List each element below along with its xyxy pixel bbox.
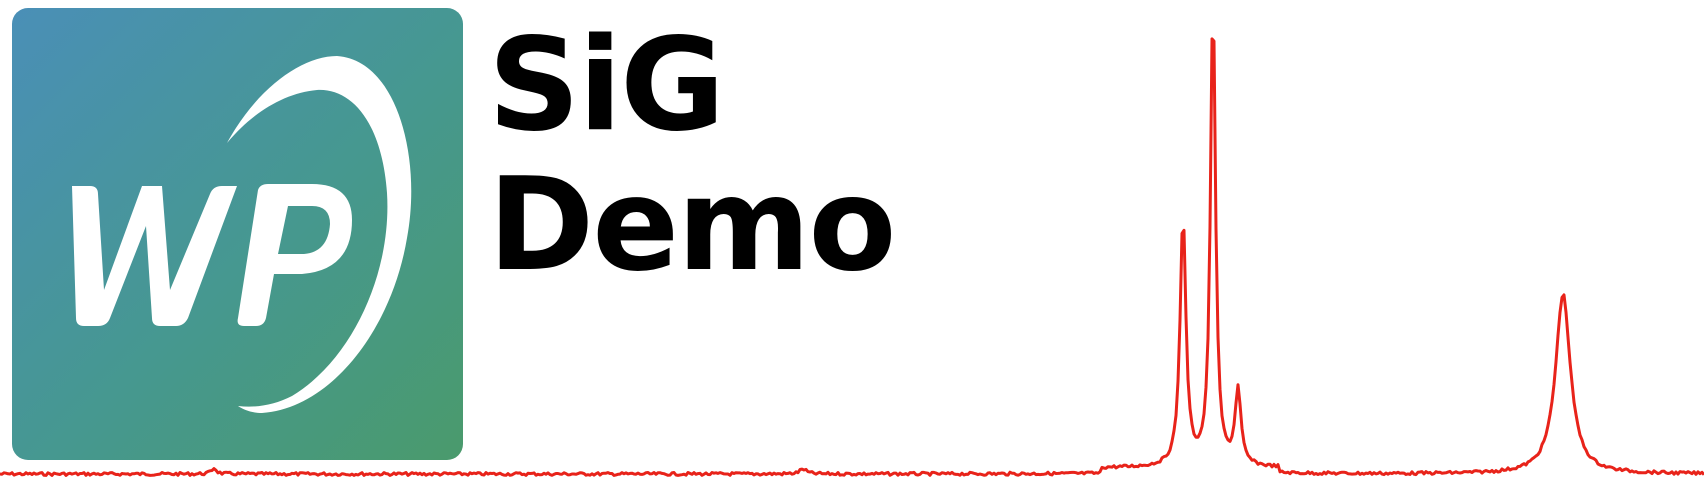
letter-w-shape (72, 186, 237, 326)
title-line-1: SiG (488, 11, 725, 160)
wp-logo-icon (72, 56, 412, 413)
letter-p-shape (237, 184, 352, 326)
title-line-2: Demo (488, 151, 896, 300)
title-block: SiG Demo (488, 16, 968, 296)
logo-tile (12, 8, 463, 460)
